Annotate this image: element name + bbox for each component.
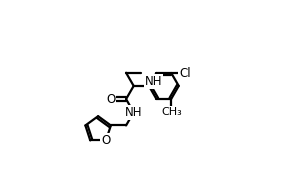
Text: CH₃: CH₃	[161, 107, 182, 117]
Text: O: O	[101, 134, 111, 147]
Text: NH: NH	[145, 75, 162, 88]
Text: O: O	[106, 93, 115, 106]
Text: NH: NH	[125, 106, 142, 119]
Text: Cl: Cl	[179, 67, 191, 79]
